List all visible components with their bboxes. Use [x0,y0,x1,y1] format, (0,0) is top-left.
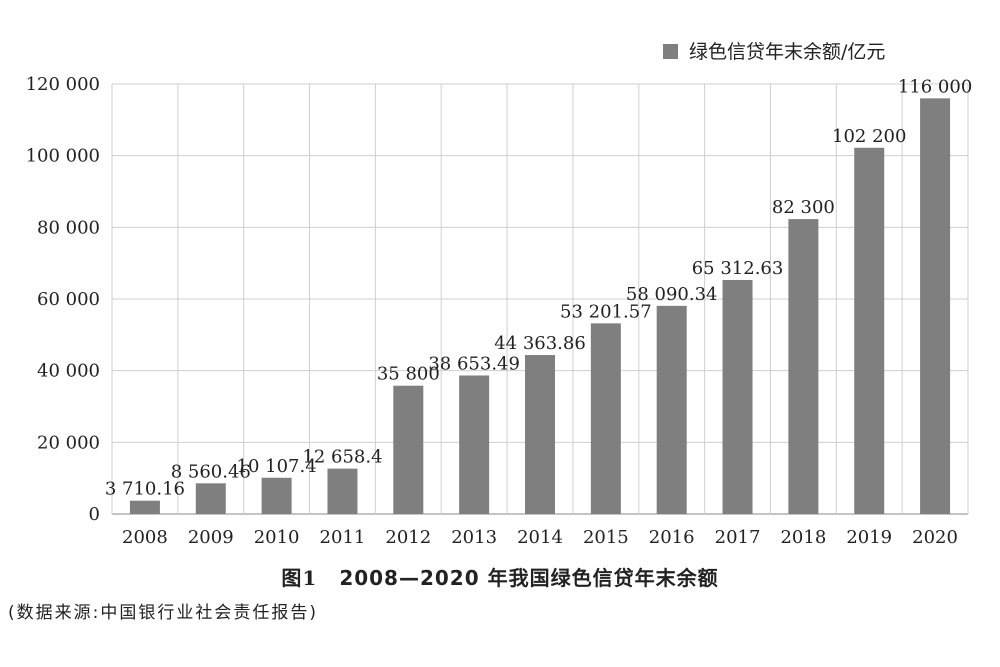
x-tick-label: 2012 [385,527,431,548]
figure-number: 图1 [281,566,318,590]
data-label-2011: 12 658.4 [302,447,382,468]
bar-2014 [525,355,555,514]
data-label-2020: 116 000 [898,76,972,97]
data-label-2009: 8 560.46 [171,461,251,482]
y-tick-label: 60 000 [37,289,100,310]
y-tick-label: 40 000 [37,361,100,382]
x-tick-label: 2008 [122,527,168,548]
data-label-2014: 44 363.86 [494,333,586,354]
data-label-2013: 38 653.49 [428,353,520,374]
source-note: (数据来源:中国银行业社会责任报告) [8,603,318,623]
data-label-2012: 35 800 [377,364,440,385]
x-tick-label: 2017 [715,527,761,548]
bar-2011 [327,468,358,514]
y-axis-ticks: 0 20 000 40 000 60 000 80 000 100 000 120 000 [26,74,100,525]
figure-title: 2008—2020 年我国绿色信贷年末余额 [339,566,719,590]
x-tick-label: 2013 [451,527,497,548]
data-label-2017: 65 312.63 [692,258,784,279]
bar-2013 [459,375,490,514]
figure-caption: 图1 2008—2020 年我国绿色信贷年末余额 [0,562,1000,591]
data-label-2015: 53 201.57 [560,301,652,322]
bar-2019 [854,147,885,515]
y-tick-label: 20 000 [37,432,100,453]
bar-2017 [722,279,753,514]
x-tick-label: 2010 [254,527,300,548]
y-tick-label: 120 000 [26,74,100,95]
data-label-2018: 82 300 [772,197,835,218]
bar-2018 [788,219,819,514]
legend-label: 绿色信贷年末余额/亿元 [689,41,885,63]
data-label-2010: 10 107.4 [237,456,317,477]
data-label-2008: 3 710.16 [105,479,185,500]
bar-2008 [129,500,160,514]
x-axis-ticks: 2008 2009 2010 2011 2012 2013 2014 2015 2016 2017… [122,527,958,548]
bar-2016 [656,305,687,514]
data-label-2019: 102 200 [832,126,906,147]
bar-2020 [920,98,951,514]
bars [129,98,951,515]
x-tick-label: 2018 [780,527,826,548]
data-label-2016: 58 090.34 [626,284,718,305]
y-tick-label: 100 000 [26,146,100,167]
x-tick-label: 2019 [846,527,892,548]
bar-2012 [393,385,424,514]
x-tick-label: 2014 [517,527,563,548]
bar-2010 [261,477,292,514]
bar-2009 [195,483,226,514]
x-tick-label: 2009 [188,527,234,548]
bar-2015 [590,323,621,514]
y-tick-label: 0 [89,504,100,525]
legend-swatch [663,44,678,59]
grid-lines [111,83,969,515]
x-tick-label: 2016 [649,527,695,548]
legend: 绿色信贷年末余额/亿元 [663,41,885,63]
x-tick-label: 2020 [912,527,958,548]
x-tick-label: 2015 [583,527,629,548]
y-tick-label: 80 000 [37,217,100,238]
x-tick-label: 2011 [320,527,366,548]
